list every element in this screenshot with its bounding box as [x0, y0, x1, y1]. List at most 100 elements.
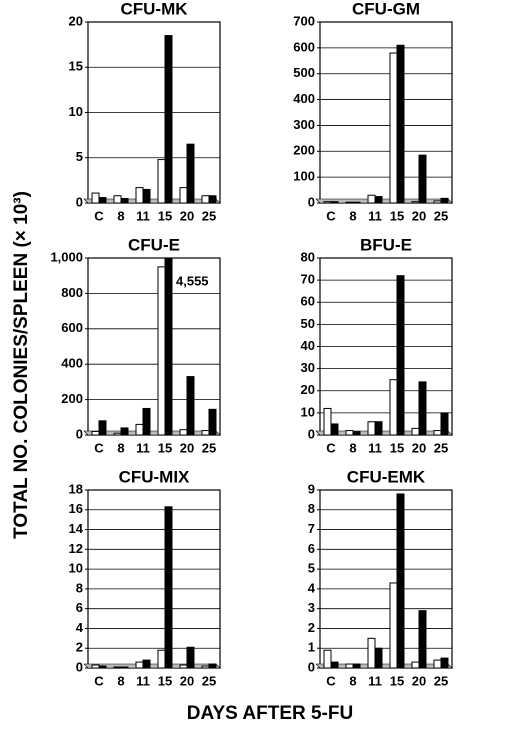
x-tick-label: 20	[412, 673, 426, 688]
y-tick-label: 0	[76, 194, 83, 209]
bar	[345, 663, 354, 668]
y-tick-label: 18	[69, 481, 83, 496]
bar	[91, 192, 100, 203]
x-tick-label: 8	[349, 440, 356, 455]
bar	[113, 195, 122, 203]
bar	[120, 666, 129, 668]
y-tick-label: 9	[308, 481, 315, 496]
y-tick-label: 0	[308, 426, 315, 441]
bar	[411, 427, 420, 435]
bar	[135, 423, 144, 435]
bar	[367, 637, 376, 668]
bar	[345, 201, 354, 203]
y-tick-label: 0	[76, 426, 83, 441]
bar	[367, 421, 376, 435]
y-tick-label: 20	[301, 382, 315, 397]
y-tick-label: 600	[61, 320, 83, 335]
y-tick-label: 80	[301, 249, 315, 264]
bar	[440, 657, 449, 668]
bar	[433, 659, 442, 668]
bars	[91, 35, 217, 203]
plot-area	[87, 489, 221, 669]
x-tick-label: 11	[136, 440, 150, 455]
bar	[164, 35, 173, 203]
bar	[418, 154, 427, 203]
x-tick-label: 15	[390, 440, 404, 455]
y-tick-label: 14	[69, 521, 84, 536]
x-tick-label: 15	[390, 673, 404, 688]
bar	[330, 661, 339, 668]
bar	[352, 431, 361, 435]
bar	[186, 143, 195, 203]
x-tick-label: 20	[412, 440, 426, 455]
bar	[374, 421, 383, 435]
bar	[98, 197, 107, 203]
bar	[135, 187, 144, 203]
y-tick-label: 20	[69, 13, 83, 28]
bar	[157, 159, 166, 203]
y-tick-label: 10	[69, 561, 83, 576]
panel: CFU-MK 0 5 10 15 20 C 8 11 15 20 25	[69, 0, 221, 223]
bar	[179, 187, 188, 203]
x-tick-label: 15	[158, 208, 172, 223]
bar	[396, 493, 405, 668]
y-tick-label: 5	[76, 149, 83, 164]
y-tick-label: 12	[69, 541, 83, 556]
panel-title: CFU-EMK	[347, 467, 426, 486]
x-tick-label: 20	[180, 673, 194, 688]
panel-title: CFU-E	[128, 235, 180, 254]
x-tick-label: 11	[368, 440, 382, 455]
bar	[440, 197, 449, 203]
bar	[113, 432, 122, 435]
x-tick-label: C	[326, 673, 336, 688]
bar	[201, 665, 210, 668]
y-tick-label: 0	[76, 659, 83, 674]
y-tick-label: 8	[308, 501, 315, 516]
bars	[323, 44, 449, 203]
y-tick-label: 60	[301, 294, 315, 309]
bar	[98, 420, 107, 435]
plot-area	[319, 21, 453, 204]
x-tick-label: 8	[117, 440, 124, 455]
y-tick-label: 10	[301, 404, 315, 419]
bar	[186, 376, 195, 435]
y-tick-label: 16	[69, 501, 83, 516]
x-tick-label: 25	[434, 440, 448, 455]
y-tick-label: 4	[76, 620, 84, 635]
x-tick-label: C	[326, 440, 336, 455]
bar	[367, 194, 376, 203]
x-tick-label: 8	[117, 673, 124, 688]
y-tick-label: 600	[293, 39, 315, 54]
bar	[142, 407, 151, 435]
bar	[440, 412, 449, 435]
y-tick-label: 700	[293, 13, 315, 28]
bar	[433, 200, 442, 203]
bars	[91, 258, 217, 435]
x-tick-label: 11	[368, 673, 382, 688]
bar	[389, 52, 398, 203]
bar	[142, 659, 151, 668]
y-tick-label: 300	[293, 117, 315, 132]
x-tick-label: 11	[368, 208, 382, 223]
bar	[135, 661, 144, 668]
bar	[330, 423, 339, 435]
x-tick-label: 25	[202, 673, 216, 688]
bar	[396, 275, 405, 435]
bars	[323, 493, 449, 668]
x-tick-label: 25	[434, 208, 448, 223]
bar	[389, 582, 398, 668]
bar	[157, 649, 166, 668]
y-tick-label: 200	[293, 143, 315, 158]
panel: BFU-E 0 10 20 30 40 50 60 70 80 C 8 11 15 20 25	[301, 235, 453, 455]
bar	[179, 429, 188, 435]
bar	[120, 427, 129, 435]
y-tick-label: 2	[308, 620, 315, 635]
y-tick-label: 6	[308, 541, 315, 556]
bar	[352, 663, 361, 668]
x-tick-label: C	[94, 673, 104, 688]
bar	[120, 197, 129, 203]
x-tick-label: 15	[390, 208, 404, 223]
bar	[330, 201, 339, 203]
